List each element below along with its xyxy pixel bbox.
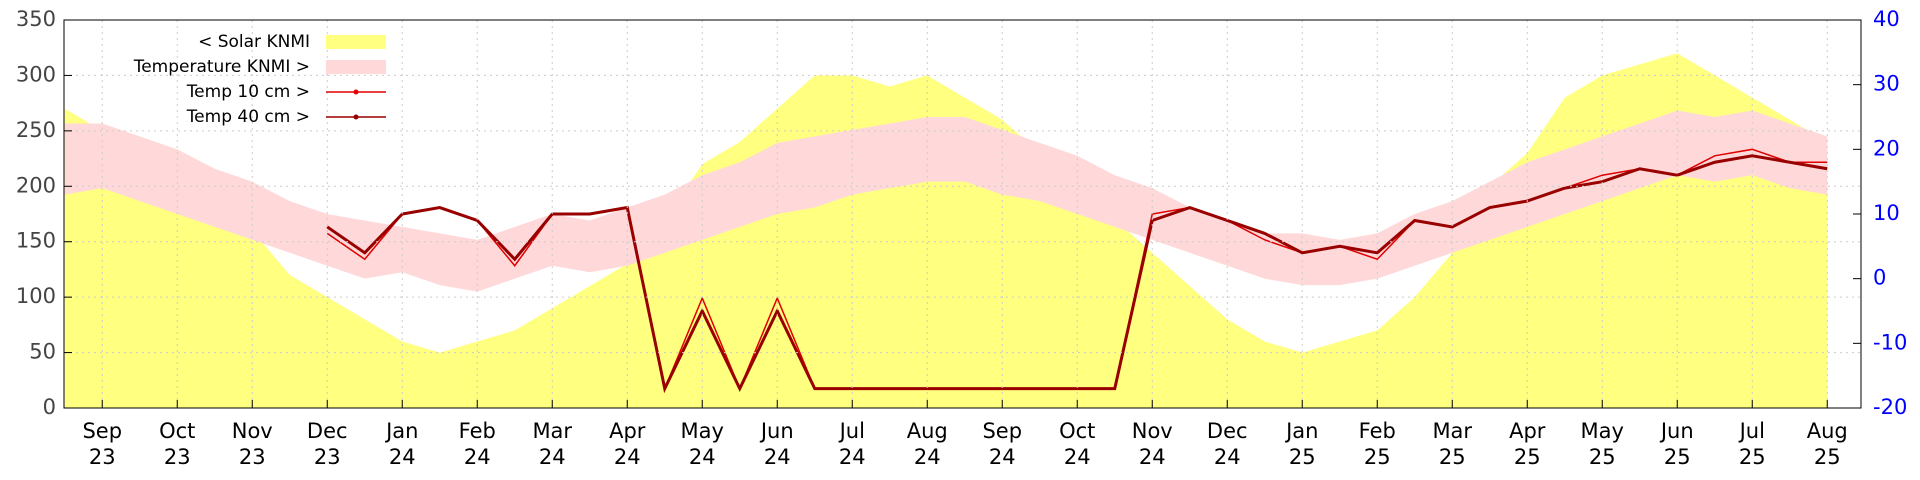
x-tick-label: Nov (232, 419, 273, 443)
legend: < Solar KNMI Temperature KNMI > Temp 10 cm… (133, 32, 386, 127)
y-tick-label: 100 (16, 284, 56, 308)
x-tick-year: 24 (914, 445, 941, 469)
x-tick-year: 25 (1289, 445, 1316, 469)
legend-swatch (326, 35, 386, 49)
x-tick-year: 24 (1214, 445, 1241, 469)
x-tick-year: 24 (614, 445, 641, 469)
y2-tick-label: -10 (1873, 330, 1907, 354)
y2-tick-label: 20 (1873, 136, 1900, 160)
y2-tick-label: -20 (1873, 395, 1907, 419)
x-tick-year: 25 (1439, 445, 1466, 469)
legend-label: Temperature KNMI > (133, 57, 310, 77)
x-tick-year: 24 (1139, 445, 1166, 469)
legend-marker (353, 89, 359, 95)
x-tick-year: 24 (689, 445, 716, 469)
x-tick-label: Oct (159, 419, 195, 443)
x-tick-label: Jan (384, 419, 418, 443)
x-tick-label: Apr (609, 419, 646, 443)
x-tick-label: Feb (459, 419, 496, 443)
x-tick-year: 24 (839, 445, 866, 469)
plot-frame (63, 19, 1862, 409)
x-tick-label: Nov (1132, 419, 1173, 443)
x-tick-label: Apr (1509, 419, 1546, 443)
legend-label: Temp 40 cm > (186, 107, 310, 127)
x-tick-label: Aug (1807, 419, 1848, 443)
x-tick-year: 24 (389, 445, 416, 469)
y2-tick-label: 40 (1873, 7, 1900, 31)
legend-marker (353, 114, 359, 120)
x-tick-label: Dec (307, 419, 348, 443)
x-tick-label: Oct (1059, 419, 1095, 443)
x-tick-year: 24 (989, 445, 1016, 469)
x-tick-label: Feb (1359, 419, 1396, 443)
x-tick-year: 25 (1514, 445, 1541, 469)
x-tick-year: 24 (539, 445, 566, 469)
legend-label: < Solar KNMI (198, 32, 310, 52)
x-tick-year: 25 (1814, 445, 1841, 469)
x-tick-label: Sep (982, 419, 1022, 443)
x-tick-label: Dec (1207, 419, 1248, 443)
plot-data (64, 53, 1828, 408)
solar-area (64, 53, 1828, 408)
x-tick-label: Jul (1738, 419, 1765, 443)
x-tick-label: Mar (532, 419, 572, 443)
y2-tick-label: 10 (1873, 201, 1900, 225)
x-tick-label: Jun (1659, 419, 1694, 443)
y-tick-label: 250 (16, 118, 56, 142)
y-tick-label: 50 (29, 340, 56, 364)
x-tick-year: 23 (164, 445, 191, 469)
y-tick-label: 350 (16, 7, 56, 31)
y-tick-label: 150 (16, 229, 56, 253)
legend-label: Temp 10 cm > (186, 82, 310, 102)
y2-tick-label: 0 (1873, 266, 1886, 290)
x-tick-label: Mar (1432, 419, 1472, 443)
y-tick-label: 200 (16, 173, 56, 197)
x-tick-year: 25 (1664, 445, 1691, 469)
y-tick-label: 0 (43, 395, 56, 419)
x-tick-year: 25 (1364, 445, 1391, 469)
x-tick-label: May (1581, 419, 1624, 443)
x-tick-year: 24 (1064, 445, 1091, 469)
x-tick-label: Jan (1284, 419, 1318, 443)
x-tick-year: 23 (314, 445, 341, 469)
legend-swatch (326, 60, 386, 74)
x-tick-label: Sep (82, 419, 122, 443)
x-tick-year: 23 (239, 445, 266, 469)
x-tick-label: Jul (838, 419, 865, 443)
x-tick-year: 24 (464, 445, 491, 469)
y2-tick-label: 30 (1873, 72, 1900, 96)
x-tick-year: 25 (1589, 445, 1616, 469)
x-tick-label: Aug (907, 419, 948, 443)
x-tick-year: 24 (764, 445, 791, 469)
y-tick-label: 300 (16, 62, 56, 86)
x-tick-label: May (681, 419, 724, 443)
x-tick-year: 23 (89, 445, 116, 469)
x-tick-year: 25 (1739, 445, 1766, 469)
x-tick-label: Jun (759, 419, 794, 443)
